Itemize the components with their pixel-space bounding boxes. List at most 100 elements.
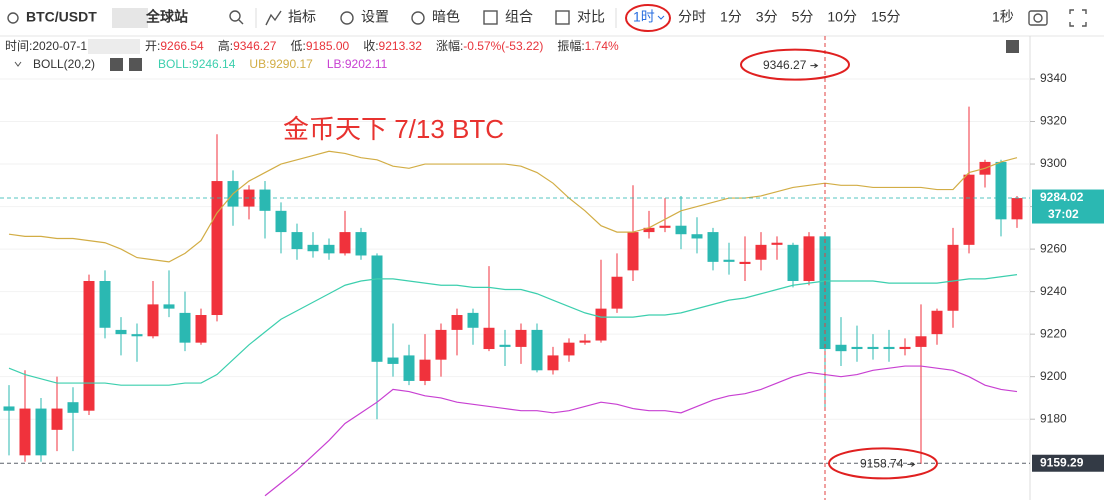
candle-body	[931, 310, 943, 335]
boll-line	[8, 274, 1018, 386]
candle-body	[339, 232, 351, 254]
candle-body	[899, 346, 911, 350]
candle-body	[739, 261, 751, 264]
info-label: 涨幅:	[436, 38, 463, 53]
symbol[interactable]: BTC/USDT	[26, 9, 97, 25]
candle-body	[771, 242, 783, 245]
info-label: 开:	[145, 39, 160, 53]
info-value: -0.57%(-53.22)	[463, 39, 543, 53]
marker-arrow	[810, 63, 819, 69]
candle-body	[51, 408, 63, 430]
annotation: 金币天下 7/13 BTC	[283, 114, 504, 144]
fullscreen-icon[interactable]	[1069, 9, 1087, 27]
blur	[88, 39, 140, 54]
expand-icon[interactable]	[14, 61, 22, 67]
theme-icon[interactable]	[411, 11, 425, 25]
info-fields: 开: 9266.54 高: 9346.27 低: 9185.00 收: 9213.32 涨幅: -…	[145, 38, 619, 53]
interval-button[interactable]: 1分	[720, 9, 742, 25]
legend-name: UB:	[249, 57, 269, 71]
interval-button[interactable]: 3分	[756, 9, 778, 25]
candle-body	[131, 334, 143, 337]
candle-body	[515, 329, 527, 347]
dropdown-icon	[657, 15, 665, 20]
candle-body	[19, 408, 31, 456]
interval-button[interactable]: 分时	[678, 9, 706, 25]
interval-seconds[interactable]: 1秒	[992, 9, 1014, 25]
indicator-close[interactable]	[129, 58, 142, 71]
candle-body	[867, 346, 879, 350]
candle-body	[691, 234, 703, 239]
candle-body	[387, 357, 399, 364]
interval-button[interactable]: 5分	[792, 9, 814, 25]
highlight-circle	[740, 48, 850, 81]
toolbar-button[interactable]: 组合	[505, 9, 533, 25]
candle-body	[275, 210, 287, 233]
candle-body	[755, 244, 767, 260]
toolbar-button[interactable]: 设置	[361, 9, 389, 25]
candle-body	[803, 236, 815, 281]
y-tick-label: 9200	[1040, 369, 1067, 383]
y-tick-label: 9340	[1040, 71, 1067, 85]
search-icon[interactable]	[229, 10, 241, 22]
price-label: 9284.02	[1040, 190, 1084, 204]
y-tick-label: 9260	[1040, 241, 1067, 255]
low-marker: 9158.74	[860, 457, 904, 471]
candle-body	[99, 280, 111, 328]
candle-body	[419, 359, 431, 381]
toolbar-button[interactable]: 指标	[288, 9, 316, 25]
exchange[interactable]: 全球站	[145, 9, 188, 25]
candle-body	[883, 346, 895, 350]
candle-body	[499, 344, 511, 347]
layout-icon[interactable]	[483, 10, 498, 25]
marker-arrow	[907, 461, 916, 467]
y-tick-label: 9300	[1040, 156, 1067, 170]
candle-body	[83, 280, 95, 411]
screenshot-icon[interactable]	[1028, 10, 1048, 26]
legend-value: 9246.14	[192, 57, 236, 71]
boll-line	[264, 365, 1018, 497]
candle-body	[627, 232, 639, 271]
candle-body	[211, 181, 223, 316]
boll-line	[8, 150, 1018, 263]
compare-icon[interactable]	[555, 10, 570, 25]
candle-body	[371, 255, 383, 362]
candle-body	[147, 304, 159, 337]
candle-body	[675, 225, 687, 235]
candle-body	[787, 244, 799, 281]
candle-body	[851, 346, 863, 350]
toolbar-button[interactable]: 对比	[577, 9, 605, 25]
interval-button[interactable]: 10分	[827, 9, 857, 25]
candle-body	[643, 227, 655, 233]
candle-body	[355, 232, 367, 256]
symbol-icon[interactable]	[7, 12, 19, 24]
candle-body	[963, 174, 975, 245]
candle-body	[323, 244, 335, 254]
candle-body	[115, 329, 127, 335]
toolbar	[0, 0, 1104, 36]
indicator-icon[interactable]	[265, 10, 282, 26]
overlay: 金币天下 7/13 BTC 9346.27 9158.74	[283, 48, 938, 480]
y-tick-label: 9320	[1040, 114, 1067, 128]
candle-body	[483, 327, 495, 350]
indicator-settings[interactable]	[110, 58, 123, 71]
interval-selected[interactable]: 1时	[633, 9, 655, 25]
info-label: 低:	[290, 39, 305, 53]
price-label-box	[1032, 189, 1104, 224]
info-time: 时间:2020-07-1	[5, 39, 87, 53]
y-tick-label: 9240	[1040, 284, 1067, 298]
toolbar-button[interactable]: 暗色	[432, 9, 460, 25]
candle-body	[195, 315, 207, 343]
settings-icon[interactable]	[340, 11, 354, 25]
legend-value: 9290.17	[269, 57, 313, 71]
blur	[112, 8, 148, 28]
candle-body	[995, 161, 1007, 220]
candle-body	[67, 402, 79, 413]
legend-name: LB:	[327, 57, 345, 71]
candle-body	[915, 336, 927, 347]
interval-button[interactable]: 15分	[871, 9, 901, 25]
legend-name: BOLL:	[158, 57, 192, 71]
collapse-icon[interactable]	[1006, 40, 1019, 53]
candle-body	[723, 259, 735, 262]
candle-body	[819, 236, 831, 350]
